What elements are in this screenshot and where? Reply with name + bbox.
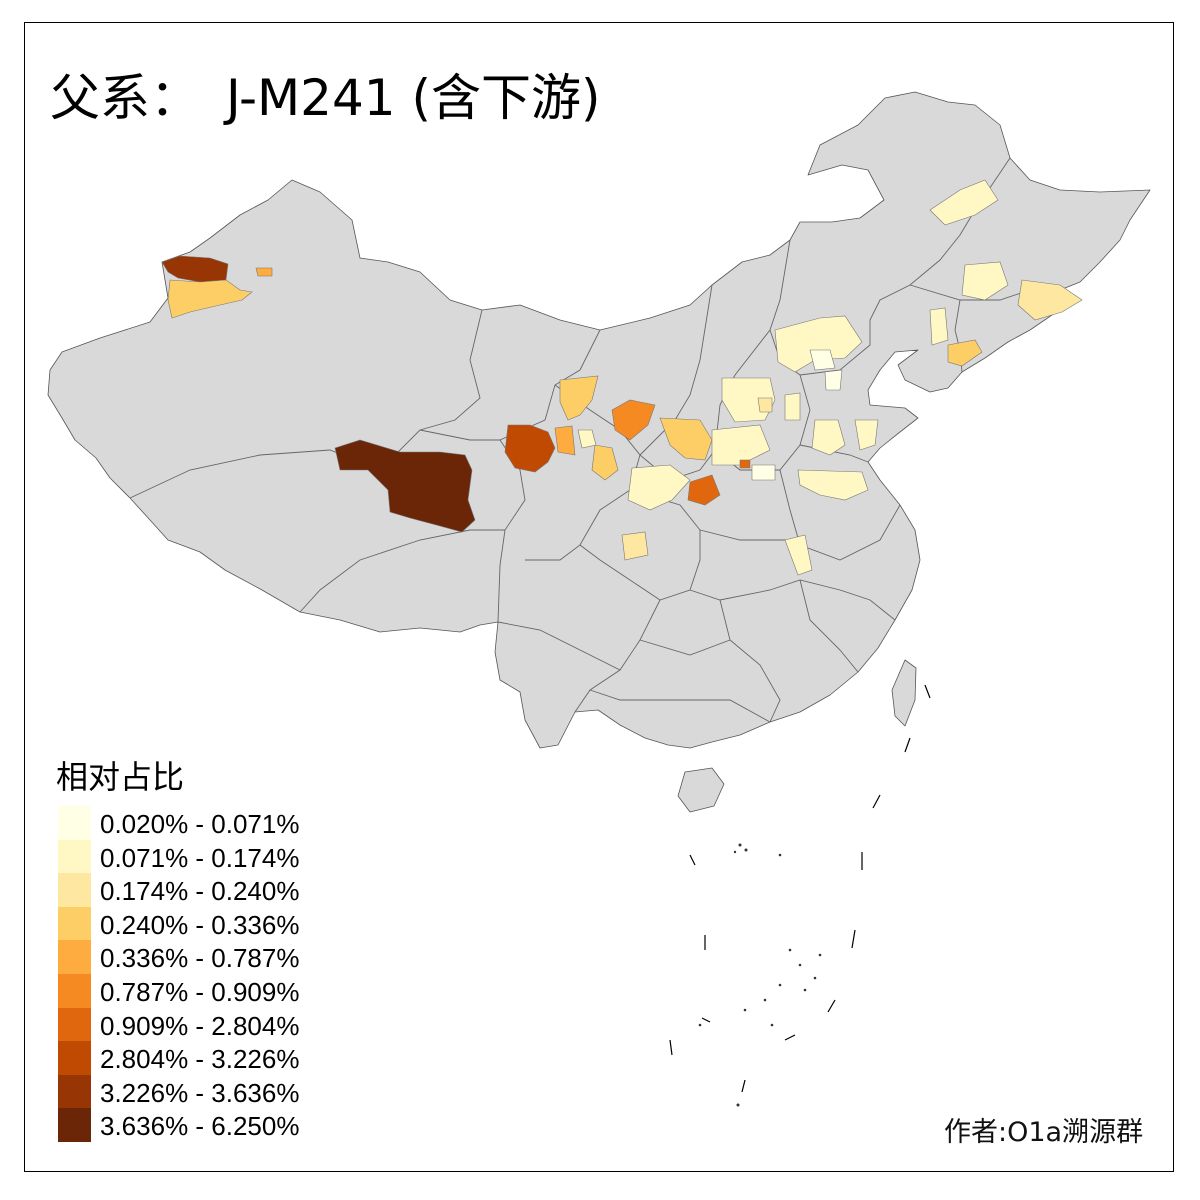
region-hebei [774,315,863,373]
island-dots [698,843,822,1107]
legend-label: 0.174% - 0.240% [100,876,300,907]
region-yili-north [167,279,253,319]
legend-label: 0.909% - 2.804% [100,1010,300,1041]
legend-label: 2.804% - 3.226% [100,1044,300,1075]
legend-title: 相对占比 [56,758,185,796]
region-gansu-b [554,425,576,456]
region-gansu-d [577,429,597,449]
country-landmass [47,91,1151,813]
legend-label: 3.226% - 3.636% [100,1077,300,1108]
mainland-china-shape [47,91,1151,749]
legend-swatch [58,1041,91,1075]
region-hebei-s [784,392,801,421]
taiwan-island [891,659,917,727]
map-title: 父系： J-M241 (含下游) [50,58,601,130]
region-shanxi-b [757,397,773,413]
region-jilin [961,261,1009,301]
legend-swatch [58,906,91,941]
region-shandong-e [854,419,879,451]
region-gansu-a [559,375,599,421]
region-ningxia [611,399,656,441]
region-beijing [809,349,836,371]
region-small-xj [255,267,273,277]
legend-swatch [58,973,91,1008]
region-shaanxi-n [659,417,713,461]
legend-swatch [58,1074,91,1109]
region-henan-e [751,464,776,481]
legend-label: 0.071% - 0.174% [100,842,300,873]
region-nei-n [929,179,999,226]
legend-swatch [58,1108,91,1142]
region-hubei-e [784,534,813,576]
legend-label: 0.787% - 0.909% [100,976,300,1007]
region-gansu-c [591,444,619,481]
shaded-regions [161,179,1083,576]
region-shandong-w [811,419,846,456]
region-liaoning-w [929,307,949,346]
region-liaoning-s [947,339,983,367]
region-anhui [797,469,869,501]
title-prefix: 父系： [50,69,200,127]
region-tibet-north [334,439,476,533]
region-qinghai [504,424,556,473]
region-henan-dot [739,459,751,469]
legend-swatch [58,1007,91,1042]
region-sichuan [621,531,649,561]
title-main: J-M241 (含下游) [226,69,601,127]
region-shaanxi-c [627,464,691,511]
legend-swatch [58,940,91,974]
legend-label: 3.636% - 6.250% [100,1111,300,1142]
legend-label: 0.336% - 0.787% [100,943,300,974]
legend-swatch [58,873,91,907]
author-credit: 作者:O1a溯源群 [944,1117,1144,1148]
legend-swatch [58,806,91,840]
region-shaanxi-s [687,474,721,506]
region-henan-sx [711,424,771,466]
legend-label: 0.240% - 0.336% [100,909,300,940]
region-tianjin [824,369,843,391]
hainan-island [677,767,725,813]
legend-label: 0.020% - 0.071% [100,809,300,839]
south-sea-islands [669,684,931,1093]
legend-swatch [58,839,91,874]
region-jilin-e [1017,279,1083,321]
